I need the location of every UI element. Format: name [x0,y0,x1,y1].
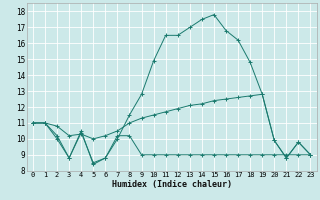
X-axis label: Humidex (Indice chaleur): Humidex (Indice chaleur) [112,180,232,189]
